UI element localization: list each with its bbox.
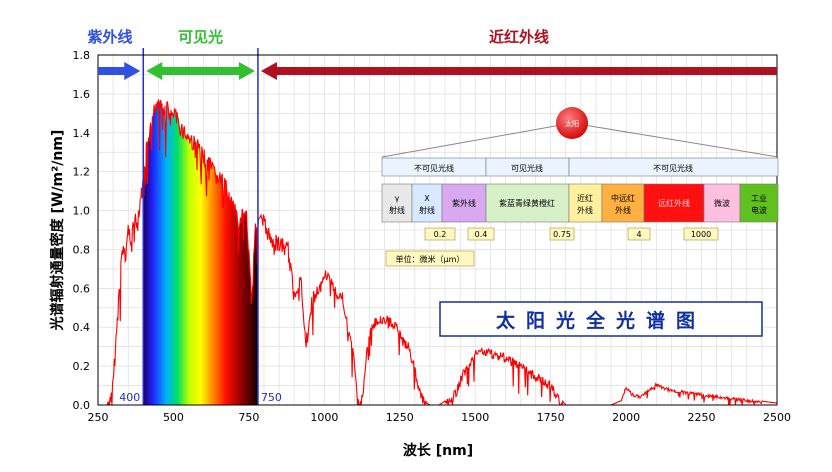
y-tick-label: 1.6 (73, 88, 91, 101)
x-tick-label: 2000 (612, 411, 640, 424)
sun-icon (556, 107, 588, 139)
uv-arrow-head (124, 62, 141, 80)
y-tick-label: 1.0 (73, 205, 91, 218)
ir-arrow-head (260, 62, 277, 80)
region-arrows: 紫外线 可见光 近红外线 (87, 28, 777, 80)
chart-title-box (439, 301, 763, 337)
y-tick-label: 1.8 (73, 49, 91, 62)
group-label-invisible-right: 不可见光线 (653, 163, 693, 173)
band-label-radio: 工业 (751, 193, 767, 203)
band-label-xray-2: 射线 (419, 205, 435, 215)
x-tick-label: 1000 (310, 411, 338, 424)
band-visible (485, 183, 570, 223)
band-label-mid-ir: 中远红 (611, 193, 635, 203)
group-label-invisible-left: 不可见光线 (414, 163, 454, 173)
y-tick-label: 0.0 (73, 399, 91, 412)
band-gamma (381, 183, 413, 223)
y-tick-label: 1.2 (73, 166, 91, 179)
band-uv (441, 183, 487, 223)
group-box-invisible-right (568, 157, 779, 177)
boundary-label: 400 (119, 391, 140, 404)
band-label-radio-2: 电波 (751, 205, 767, 215)
x-axis-title: 波长 [nm] (403, 442, 473, 459)
visible-spectrum-fill (143, 99, 258, 405)
band-label-far-ir: 远红外线 (658, 198, 690, 208)
visible-arrow-head-right (238, 62, 255, 80)
region-label: 可见光 (178, 28, 223, 46)
band-label-near-ir-2: 外线 (577, 205, 593, 215)
band-mid-ir (601, 183, 645, 223)
inset-tick-4: 1000 (691, 230, 711, 239)
unit-box (385, 250, 475, 267)
y-tick-label: 0.4 (73, 321, 91, 334)
visible-arrow-shaft (160, 67, 241, 75)
inset-wavelength-ticks: 0.2 0.4 0.75 4 1000 (424, 227, 719, 241)
region-label: 紫外线 (87, 28, 132, 46)
y-tick-labels: 0.0 0.2 0.4 0.6 0.8 1.0 1.2 1.4 1.6 1.8 (73, 49, 91, 412)
axes (97, 54, 778, 406)
inset-tick-1: 0.4 (475, 230, 488, 239)
ir-arrow-shaft (274, 67, 777, 75)
inset-spectrum-table: 太阳 不可见光线 可见光线 不可见光线 γ 射线 X 射线 紫外线 紫蓝青绿黄橙… (381, 107, 779, 337)
x-tick-label: 2250 (688, 411, 716, 424)
unit-label: 单位：微米（μm） (396, 254, 465, 264)
band-label-xray: X (424, 194, 430, 203)
band-near-ir (568, 183, 603, 223)
band-far-ir (643, 183, 705, 223)
x-tick-labels: 250 500 750 1000 1250 1500 1750 2000 2250 2500 (88, 411, 792, 424)
band-xray (411, 183, 443, 223)
inset-line-left (381, 122, 573, 158)
plot-frame (97, 54, 778, 406)
spectrum-curve-layer (106, 99, 777, 405)
inset-tick-2: 0.75 (553, 230, 571, 239)
band-label-near-ir: 近红 (577, 193, 593, 203)
y-axis-title: 光谱辐射通量密度 [W/m²/nm] (49, 130, 66, 332)
boundary-label: 750 (261, 391, 282, 404)
band-label-gamma-2: 射线 (389, 205, 405, 215)
sun-label: 太阳 (565, 119, 579, 128)
band-label-microwave: 微波 (714, 198, 730, 208)
inset-line-right (571, 122, 779, 158)
region-label: 近红外线 (489, 28, 549, 46)
y-tick-label: 1.4 (73, 127, 91, 140)
inset-tick-0: 0.2 (434, 230, 447, 239)
region-boundaries: 400 750 (119, 48, 282, 405)
visible-spectrum-area (143, 99, 258, 405)
inset-tick-3: 4 (636, 230, 641, 239)
band-radio (739, 183, 779, 223)
band-label-visible: 紫蓝青绿黄橙红 (499, 198, 555, 208)
x-tick-label: 500 (163, 411, 184, 424)
spectrum-curve (106, 99, 777, 405)
x-tick-label: 1500 (461, 411, 489, 424)
uv-arrow-shaft (98, 67, 127, 75)
y-tick-label: 0.6 (73, 282, 91, 295)
visible-arrow-head-left (146, 62, 163, 80)
group-label-visible: 可见光线 (511, 163, 543, 173)
x-tick-label: 2500 (763, 411, 791, 424)
band-label-uv: 紫外线 (452, 198, 476, 208)
chart-title: 太阳光全光谱图 (496, 309, 706, 332)
y-tick-label: 0.8 (73, 243, 91, 256)
x-tick-label: 250 (88, 411, 109, 424)
band-microwave (703, 183, 741, 223)
band-label-gamma: γ (395, 194, 400, 203)
x-tick-label: 1250 (386, 411, 414, 424)
band-label-mid-ir-2: 外线 (615, 205, 631, 215)
y-tick-label: 0.2 (73, 360, 91, 373)
x-tick-label: 750 (238, 411, 259, 424)
x-tick-label: 1750 (537, 411, 565, 424)
